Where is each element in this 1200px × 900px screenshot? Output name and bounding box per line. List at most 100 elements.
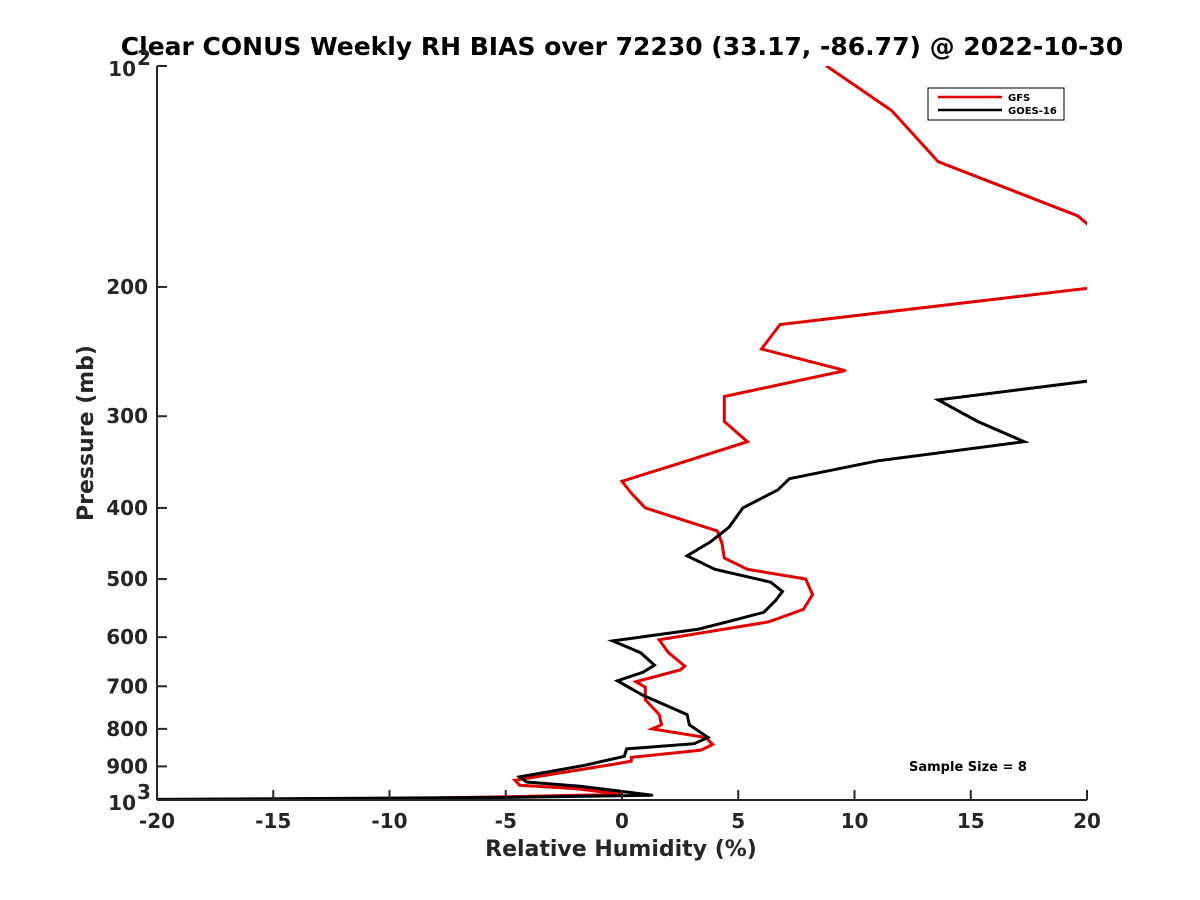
x-tick-label: -5 <box>495 809 517 833</box>
data-point-goes16 <box>706 736 710 739</box>
data-point-goes16 <box>727 526 731 529</box>
data-point-goes16 <box>976 420 979 423</box>
data-point-gfs <box>644 686 647 689</box>
data-point-gfs <box>711 743 714 746</box>
x-tick-label: -20 <box>139 809 175 833</box>
data-point-goes16 <box>639 651 642 654</box>
data-point-goes16 <box>685 554 689 558</box>
data-point-gfs <box>804 577 807 581</box>
data-point-gfs <box>890 109 893 112</box>
x-tick-label: 20 <box>1073 809 1101 833</box>
data-point-gfs <box>630 759 633 763</box>
data-point-gfs <box>644 506 647 510</box>
data-point-gfs <box>844 369 847 372</box>
y-tick-label-exponent: 2 <box>137 46 151 70</box>
data-point-gfs <box>699 748 703 752</box>
y-tick-label: 300 <box>106 404 148 428</box>
data-point-gfs <box>720 542 724 545</box>
data-point-gfs <box>746 568 749 571</box>
y-tick-label: 700 <box>106 674 148 698</box>
data-point-gfs <box>518 784 521 787</box>
data-point-gfs <box>513 779 517 782</box>
data-point-gfs <box>651 727 654 731</box>
y-tick-label-base: 10 <box>108 57 136 81</box>
data-point-gfs <box>678 668 682 672</box>
data-point-goes16 <box>781 590 784 593</box>
data-point-goes16 <box>937 398 940 402</box>
data-point-goes16 <box>788 477 791 480</box>
y-tick-label: 200 <box>106 275 148 299</box>
y-axis-label: Pressure (mb) <box>74 345 99 521</box>
data-point-gfs <box>634 680 638 683</box>
y-tick-label: 500 <box>106 567 148 591</box>
legend-label-gfs: GFS <box>1008 93 1030 104</box>
data-point-goes16 <box>611 639 614 643</box>
x-tick-label: 10 <box>841 809 869 833</box>
data-point-goes16 <box>685 713 689 716</box>
data-point-goes16 <box>616 679 619 682</box>
data-point-gfs <box>620 480 624 483</box>
data-point-goes16 <box>876 459 879 462</box>
data-point-goes16 <box>1022 440 1026 443</box>
data-point-gfs <box>644 698 647 701</box>
sample-size-annotation: Sample Size = 8 <box>909 760 1027 775</box>
data-point-gfs <box>1076 214 1079 217</box>
data-point-gfs <box>825 66 828 68</box>
data-point-gfs <box>937 160 940 163</box>
data-point-goes16 <box>692 742 696 745</box>
data-point-gfs <box>1093 228 1095 230</box>
data-point-goes16 <box>774 599 777 602</box>
data-point-gfs <box>716 529 719 533</box>
y-tick-label-base: 10 <box>108 791 136 815</box>
x-tick-label: 5 <box>731 809 745 833</box>
data-point-goes16 <box>697 627 700 631</box>
data-point-gfs <box>616 762 619 765</box>
legend-box <box>927 87 1065 121</box>
data-point-gfs <box>811 593 814 596</box>
data-point-gfs <box>1097 286 1099 288</box>
x-axis-label: Relative Humidity (%) <box>485 837 757 862</box>
data-point-goes16 <box>769 581 772 584</box>
data-point-goes16 <box>578 785 582 788</box>
data-point-goes16 <box>651 794 654 797</box>
series-line-gfs <box>273 66 1087 800</box>
data-point-gfs <box>574 787 577 790</box>
y-tick-label: 900 <box>106 754 148 778</box>
legend-label-goes16: GOES-16 <box>1008 106 1057 117</box>
data-point-gfs <box>723 556 726 560</box>
x-tick-label: 15 <box>957 809 985 833</box>
data-point-goes16 <box>741 506 745 510</box>
data-point-goes16 <box>776 488 779 492</box>
data-point-goes16 <box>713 568 717 571</box>
data-point-gfs <box>671 464 675 467</box>
y-tick-label: 400 <box>106 496 148 520</box>
data-point-goes16 <box>641 671 645 674</box>
x-tick-label: 0 <box>615 809 629 833</box>
data-point-goes16 <box>525 780 528 784</box>
data-point-gfs <box>778 323 782 326</box>
data-point-gfs <box>658 713 661 716</box>
y-tick-label: 600 <box>106 625 148 649</box>
data-point-gfs <box>723 395 726 398</box>
data-point-gfs <box>667 651 670 654</box>
data-point-goes16 <box>1093 379 1095 381</box>
data-point-gfs <box>630 756 633 759</box>
data-point-goes16 <box>518 775 521 779</box>
data-point-gfs <box>658 638 661 641</box>
data-point-gfs <box>767 620 770 624</box>
data-point-goes16 <box>641 694 645 697</box>
data-point-gfs <box>760 347 763 351</box>
data-point-goes16 <box>688 723 691 727</box>
data-point-goes16 <box>762 611 765 614</box>
data-point-goes16 <box>623 755 626 758</box>
data-point-gfs <box>683 664 686 668</box>
data-point-gfs <box>802 608 805 611</box>
series-line-goes16 <box>157 379 1087 800</box>
data-point-goes16 <box>583 764 586 767</box>
data-point-goes16 <box>653 663 656 667</box>
y-tick-label: 10 3 <box>108 780 151 815</box>
y-tick-label: 10 2 <box>108 46 151 81</box>
data-point-goes16 <box>730 619 733 622</box>
data-point-gfs <box>660 723 663 727</box>
